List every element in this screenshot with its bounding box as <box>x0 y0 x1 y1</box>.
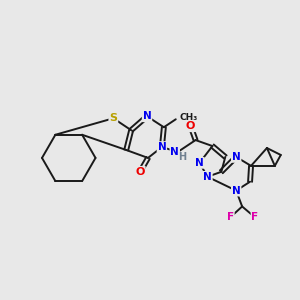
Text: N: N <box>195 158 204 168</box>
Text: N: N <box>143 111 152 121</box>
Text: N: N <box>203 172 212 182</box>
Text: O: O <box>135 167 145 177</box>
Text: H: H <box>178 152 186 162</box>
Text: N: N <box>232 152 241 162</box>
Text: N: N <box>232 186 241 196</box>
Text: F: F <box>251 212 259 222</box>
Text: CH₃: CH₃ <box>180 113 198 122</box>
Text: N: N <box>170 147 179 157</box>
Text: S: S <box>109 113 117 123</box>
Text: O: O <box>186 121 195 131</box>
Text: N: N <box>158 142 166 152</box>
Text: F: F <box>227 212 234 222</box>
